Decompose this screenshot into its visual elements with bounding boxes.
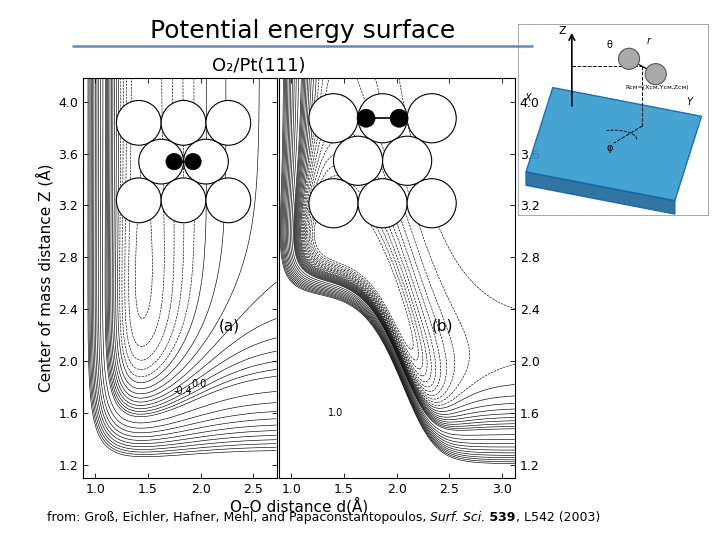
Text: θ: θ xyxy=(606,40,612,50)
Text: Rᴄᴍ=(Xᴄᴍ,Yᴄᴍ,Zᴄᴍ): Rᴄᴍ=(Xᴄᴍ,Yᴄᴍ,Zᴄᴍ) xyxy=(625,85,689,91)
Text: 0.0: 0.0 xyxy=(191,379,206,389)
Text: , L542 (2003): , L542 (2003) xyxy=(516,511,600,524)
Y-axis label: Center of mass distance Z (Å): Center of mass distance Z (Å) xyxy=(37,164,54,393)
Text: Surf. Sci.: Surf. Sci. xyxy=(430,511,485,524)
Text: O–O distance d(Å): O–O distance d(Å) xyxy=(230,497,368,514)
Text: Y: Y xyxy=(686,97,693,107)
Text: O₂/Pt(111): O₂/Pt(111) xyxy=(212,57,306,75)
Text: 1.0: 1.0 xyxy=(328,408,343,417)
Text: (a): (a) xyxy=(218,318,240,333)
Text: r: r xyxy=(647,36,650,46)
Polygon shape xyxy=(526,87,701,201)
Text: -0.4: -0.4 xyxy=(174,386,192,396)
Text: φ: φ xyxy=(606,143,613,153)
Text: Z: Z xyxy=(559,26,566,36)
Polygon shape xyxy=(526,172,675,214)
Text: (b): (b) xyxy=(432,318,454,333)
Text: from: Groß, Eichler, Hafner, Mehl, and Papaconstantopoulos,: from: Groß, Eichler, Hafner, Mehl, and P… xyxy=(47,511,430,524)
Circle shape xyxy=(645,64,666,85)
Text: 539: 539 xyxy=(485,511,516,524)
Text: X: X xyxy=(524,93,531,103)
Text: Potential energy surface: Potential energy surface xyxy=(150,19,455,43)
Circle shape xyxy=(618,48,639,69)
